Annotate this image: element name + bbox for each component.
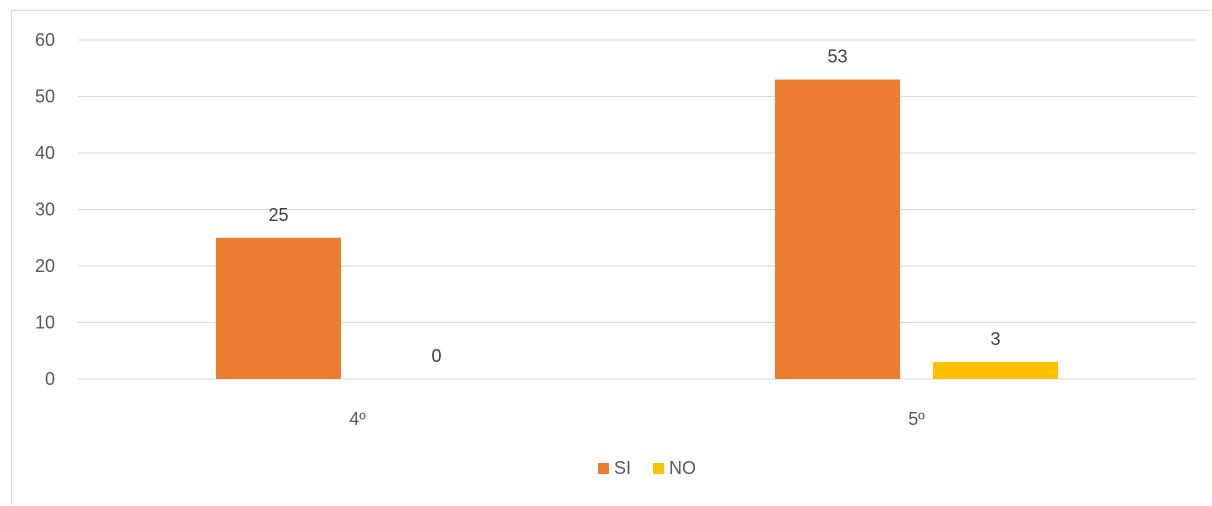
y-axis: 0 10 20 30 40 50 60 [35, 30, 55, 389]
data-label: 25 [268, 205, 288, 225]
x-axis: 4º 5º [349, 409, 925, 429]
bar-no [933, 362, 1058, 379]
bar-si [775, 79, 900, 380]
bars [216, 79, 1058, 380]
y-tick-label: 20 [35, 256, 55, 276]
legend-swatch-si [598, 463, 609, 474]
y-tick-label: 40 [35, 143, 55, 163]
legend-swatch-no [653, 463, 664, 474]
x-tick-label: 5º [908, 409, 925, 429]
legend-label-si: SI [614, 458, 631, 478]
x-tick-label: 4º [349, 409, 366, 429]
y-tick-label: 30 [35, 200, 55, 220]
legend-label-no: NO [669, 458, 696, 478]
data-label: 3 [990, 329, 1000, 349]
legend: SI NO [598, 458, 696, 478]
y-tick-label: 10 [35, 313, 55, 333]
chart-frame [11, 10, 1211, 505]
y-tick-label: 60 [35, 30, 55, 50]
gridlines [78, 39, 1196, 380]
bar-si [216, 237, 341, 379]
data-label: 53 [827, 47, 847, 67]
y-tick-label: 50 [35, 87, 55, 107]
data-labels: 25 0 53 3 [268, 47, 1000, 366]
data-label: 0 [431, 346, 441, 366]
y-tick-label: 0 [45, 369, 55, 389]
